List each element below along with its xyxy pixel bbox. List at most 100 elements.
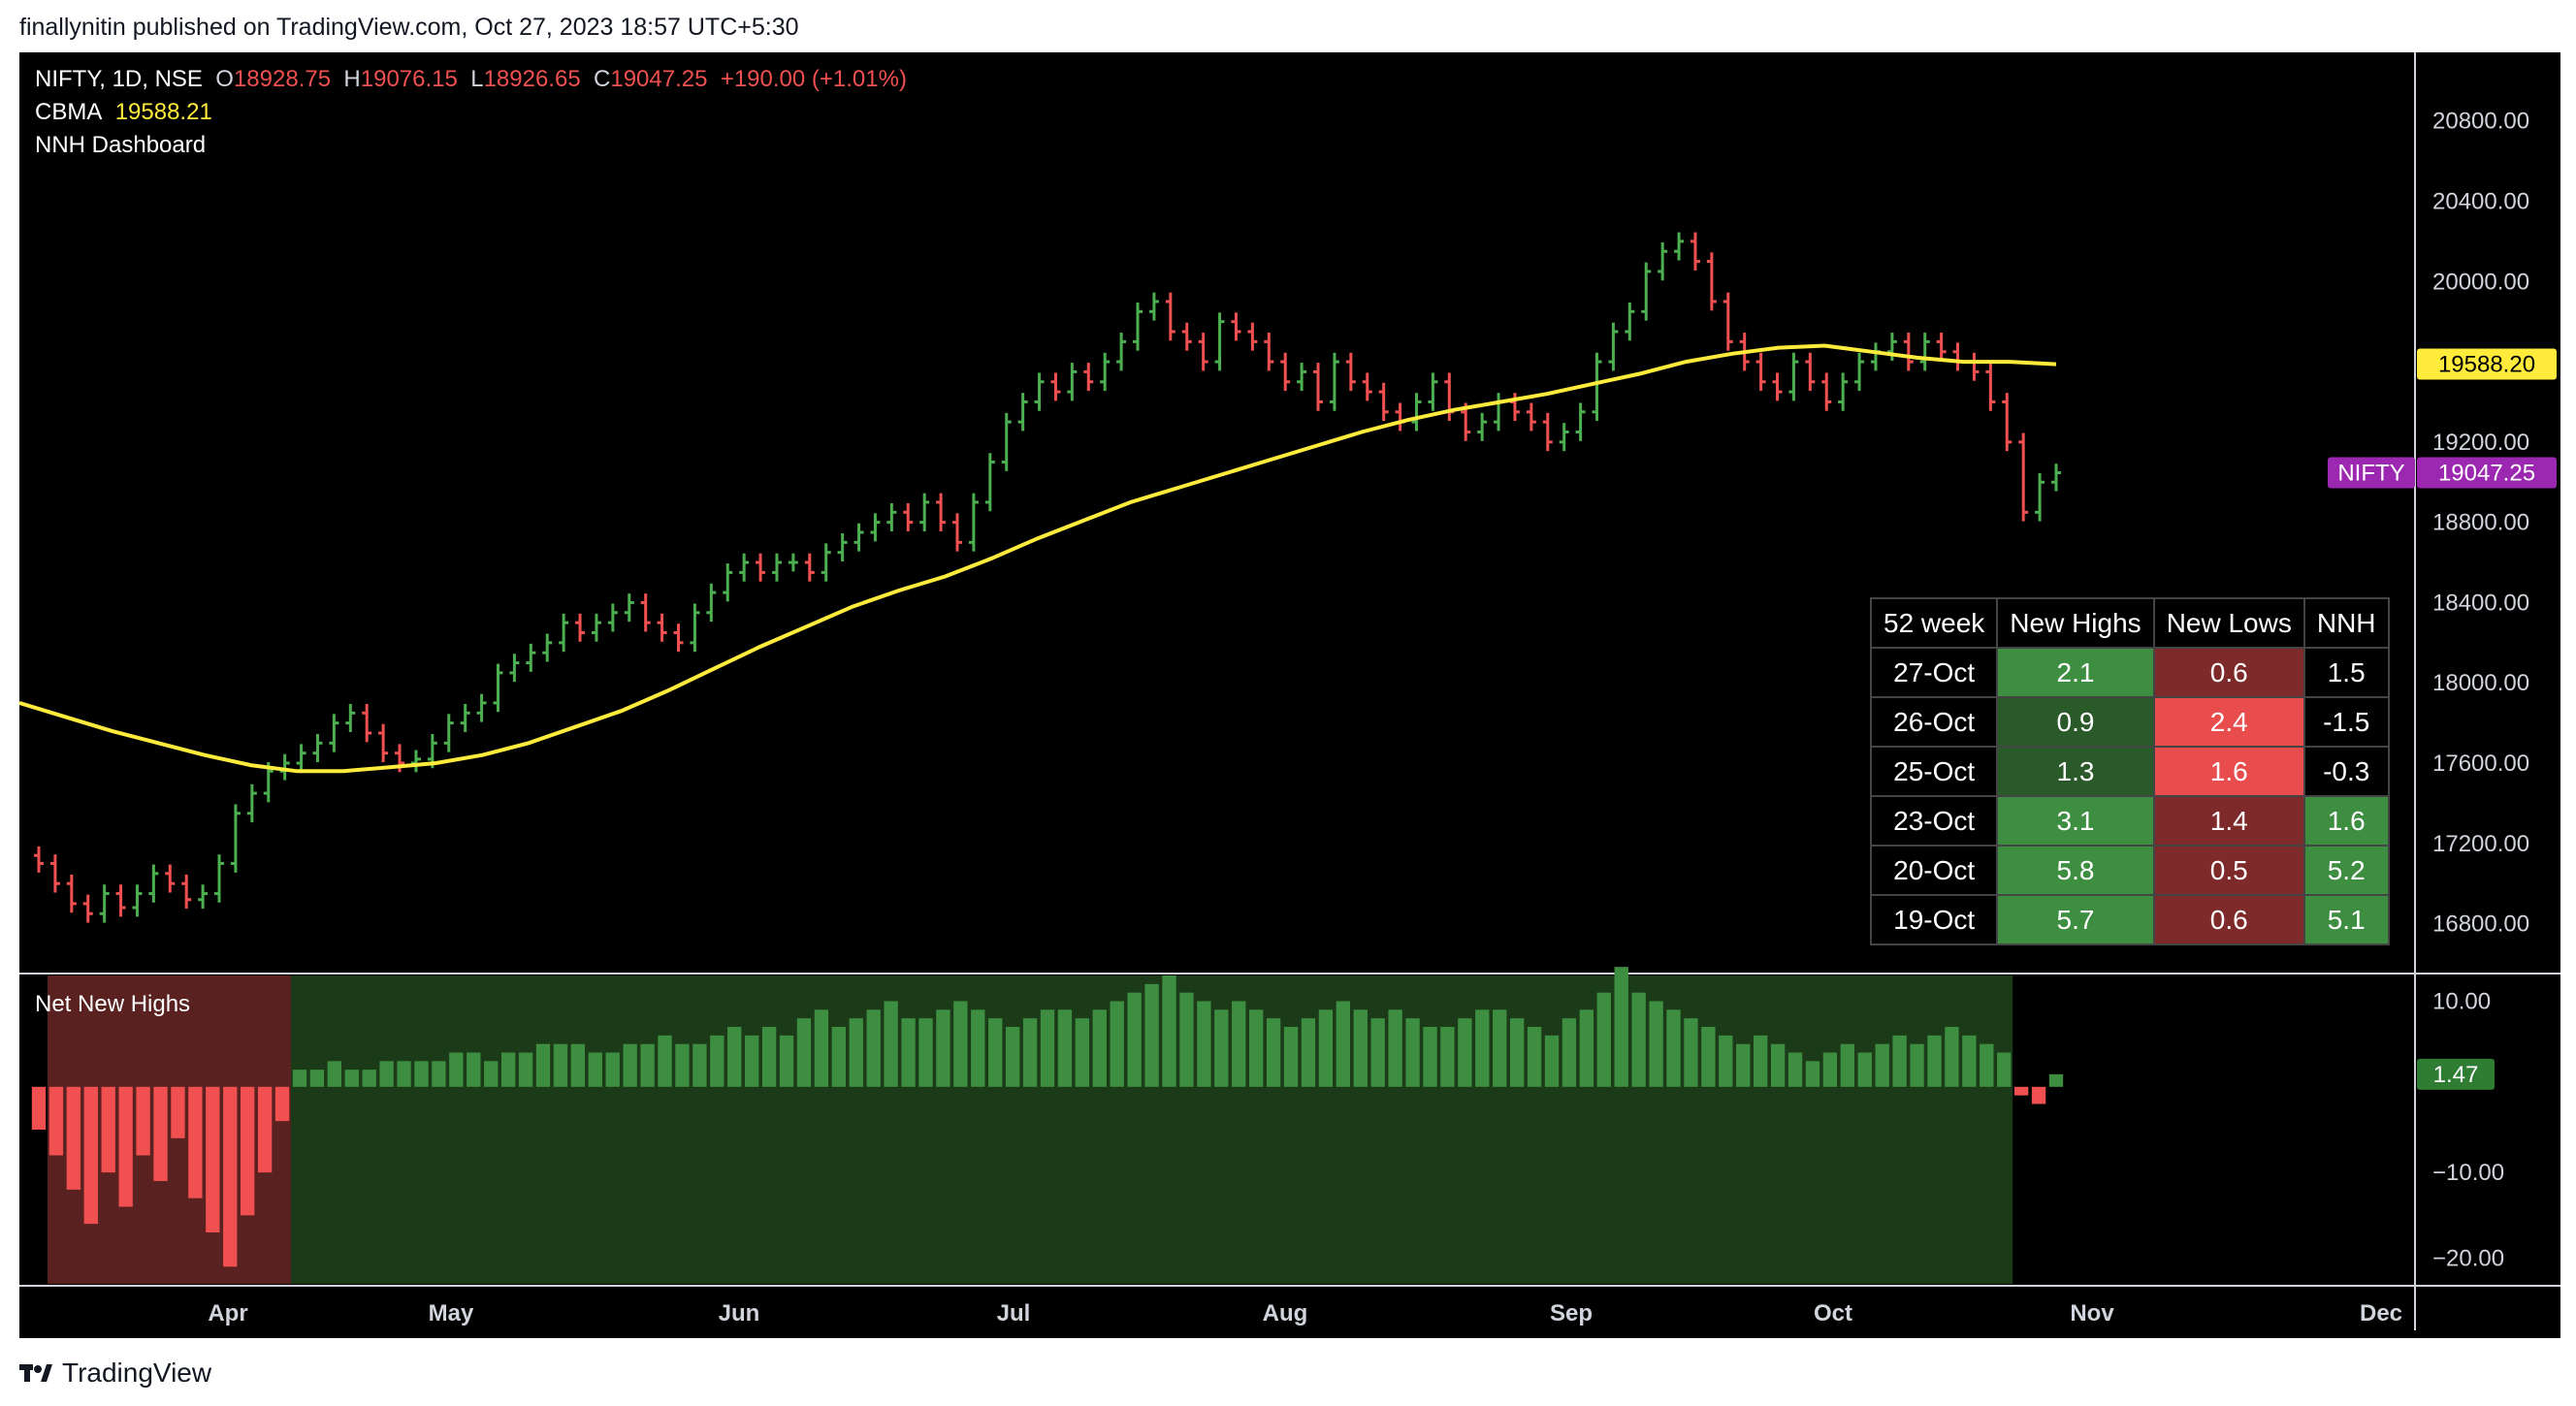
symbol-tag-bg (2328, 457, 2415, 489)
nnh-bar (605, 1052, 620, 1087)
nnh-bar (1318, 1009, 1334, 1087)
table-header: 52 week (1869, 597, 1999, 649)
nnh-bar (971, 1009, 985, 1087)
nnh-bar (1527, 1027, 1542, 1087)
nnh-bar (796, 1018, 812, 1087)
footer: TradingView (19, 1358, 211, 1389)
time-tick-label: Nov (2070, 1300, 2114, 1326)
footer-brand: TradingView (62, 1358, 212, 1388)
nnh-bar (1423, 1027, 1437, 1087)
nnh-bar (675, 1043, 690, 1087)
nnh-bar (1162, 975, 1176, 1087)
table-header-row: 52 week New Highs New Lows NNH (1869, 597, 2390, 649)
nnh-bar (1562, 1018, 1577, 1087)
nnh-bar (1945, 1027, 1959, 1087)
nnh-bar (344, 1070, 359, 1087)
time-tick-label: Aug (1263, 1300, 1308, 1326)
nnh-bar (1997, 1052, 2012, 1087)
time-tick-label: Jun (719, 1300, 760, 1326)
nnh-bar (1057, 1009, 1073, 1087)
nnh-bar (535, 1043, 551, 1087)
nnh-bar (1144, 983, 1159, 1087)
table-row: 26-Oct 0.9 2.4 -1.5 (1869, 696, 2390, 748)
nnh-bar (83, 1086, 98, 1225)
nnh-bar (658, 1035, 672, 1087)
nnh-bar (1857, 1052, 1872, 1087)
nnh-bar (292, 1070, 307, 1087)
nnh-bar (1127, 992, 1142, 1087)
nnh-bar (1719, 1035, 1733, 1087)
table-cell-highs: 5.7 (1996, 894, 2155, 945)
table-row: 23-Oct 3.1 1.4 1.6 (1869, 795, 2390, 847)
legend-h-value: 19076.15 (360, 66, 458, 92)
price-tick-label: 17200.00 (2432, 831, 2529, 857)
last-price-label-bg (2417, 457, 2557, 489)
table-cell-lows: 1.6 (2152, 746, 2305, 797)
chart-frame[interactable]: 20800.00 20400.00 20000.00 19200.00 18800.00… (19, 52, 2560, 1338)
nnh-bar (1980, 1043, 1994, 1087)
time-tick-label: Sep (1550, 1300, 1593, 1326)
nnh-bar (1092, 1009, 1107, 1087)
nnh-bar (745, 1035, 759, 1087)
table-cell-date: 25-Oct (1869, 746, 1999, 797)
nnh-bar (1301, 1018, 1316, 1087)
price-tick-label: 18400.00 (2432, 590, 2529, 616)
nnh-bar (432, 1061, 446, 1087)
chart-svg[interactable]: 20800.00 20400.00 20000.00 19200.00 18800.00… (19, 52, 2560, 1338)
nnh-bar (379, 1061, 394, 1087)
legend-change: +190.00 (+1.01%) (720, 66, 907, 92)
time-tick-label: Oct (1814, 1300, 1852, 1326)
time-tick-label: Jul (997, 1300, 1031, 1326)
legend-o-value: 18928.75 (233, 66, 332, 92)
nnh-bar (1892, 1035, 1907, 1087)
nnh-bar (101, 1086, 115, 1173)
legend-ohlc: NIFTY, 1D, NSE O18928.75 H19076.15 L1892… (35, 66, 907, 93)
price-tick-label: 18000.00 (2432, 670, 2529, 696)
nnh-bar (553, 1043, 568, 1087)
nnh-bar (1405, 1018, 1420, 1087)
cbma-price-label: 19588.20 (2438, 352, 2535, 378)
nnh-bar (1631, 992, 1646, 1087)
nnh-bar (1370, 1018, 1385, 1087)
table-cell-lows: 1.4 (2152, 795, 2305, 847)
nnh-bar (1962, 1035, 1977, 1087)
nnh-bar (761, 1027, 777, 1087)
nnh-bar (1475, 1009, 1490, 1087)
legend-l-label: L (470, 66, 484, 92)
nnh-bar (1075, 1018, 1090, 1087)
table-cell-nnh: 5.1 (2302, 894, 2390, 945)
table-cell-highs: 5.8 (1996, 845, 2155, 896)
nnh-bar (623, 1043, 637, 1087)
legend-cbma: CBMA 19588.21 (35, 99, 212, 126)
nnh-bar (831, 1027, 846, 1087)
nnh-bar (1579, 1009, 1594, 1087)
nnh-pane-title: Net New Highs (35, 991, 191, 1017)
nnh-bar (849, 1018, 863, 1087)
nnh-bar (1110, 1001, 1124, 1087)
time-tick-label: Apr (208, 1300, 247, 1326)
nnh-bar (936, 1009, 950, 1087)
nnh-bar (118, 1086, 133, 1207)
nnh-bar (1266, 1018, 1281, 1087)
nnh-tick-label: 10.00 (2432, 989, 2491, 1015)
price-tick-label: 20400.00 (2432, 188, 2529, 214)
nnh-bar (1544, 1035, 1560, 1087)
nnh-bar (206, 1086, 220, 1232)
nnh-bar (710, 1035, 724, 1087)
nnh-dashboard-table: 52 week New Highs New Lows NNH 27-Oct 2.… (1869, 597, 2390, 945)
nnh-bar (241, 1086, 255, 1216)
table-header: New Lows (2152, 597, 2305, 649)
nnh-bar (1336, 1001, 1350, 1087)
nnh-bar (66, 1086, 81, 1190)
legend-h-label: H (343, 66, 361, 92)
symbol-tag: NIFTY (2337, 461, 2404, 487)
price-tick-label: 20800.00 (2432, 109, 2529, 135)
nnh-bar (467, 1052, 481, 1087)
legend-o-label: O (215, 66, 234, 92)
legend-c-value: 19047.25 (610, 66, 708, 92)
table-cell-date: 26-Oct (1869, 696, 1999, 748)
nnh-bar (1040, 1009, 1055, 1087)
nnh-bar (1910, 1043, 1924, 1087)
nnh-bar (1666, 1009, 1681, 1087)
table-cell-date: 27-Oct (1869, 647, 1999, 698)
